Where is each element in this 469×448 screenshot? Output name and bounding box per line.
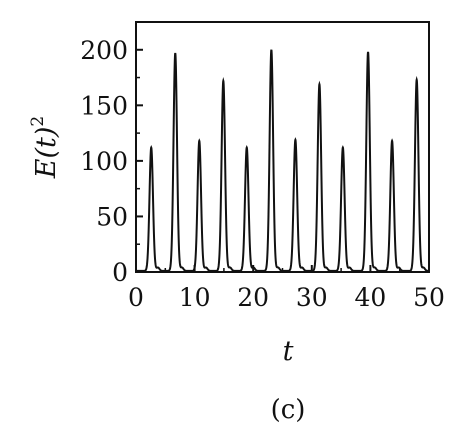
y-tick-label: 50: [96, 202, 128, 231]
x-tick-label: 40: [354, 283, 386, 312]
x-axis-tick-labels: 0 10 20 30 40 50: [128, 283, 445, 312]
y-axis-tick-labels: 0 50 100 150 200: [80, 36, 128, 287]
y-axis-label-exponent: 2: [28, 116, 48, 127]
x-axis-label: t: [283, 336, 294, 367]
y-axis-label: E(t)2: [28, 116, 62, 179]
x-tick-label: 20: [237, 283, 269, 312]
x-tick-label: 10: [179, 283, 211, 312]
y-tick-label: 200: [80, 36, 128, 65]
y-tick-label: 0: [112, 258, 128, 287]
y-axis-label-base: E(t): [31, 127, 62, 180]
y-tick-label: 100: [80, 147, 128, 176]
x-tick-label: 0: [128, 283, 144, 312]
series-line: [136, 49, 429, 272]
x-tick-label: 50: [413, 283, 445, 312]
x-tick-label: 30: [296, 283, 328, 312]
y-axis-ticks: [136, 48, 143, 273]
panel-label: (c): [271, 395, 306, 425]
y-tick-label: 150: [80, 91, 128, 120]
plot-frame: [135, 21, 430, 273]
